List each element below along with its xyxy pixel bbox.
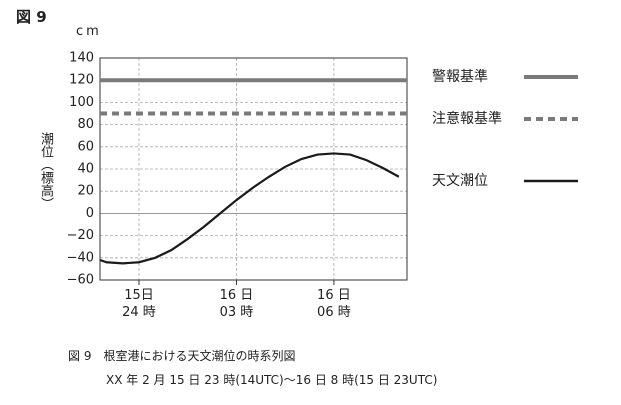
- y-tick-label: 40: [77, 162, 94, 177]
- legend-label: 警報基準: [432, 68, 488, 85]
- legend-label: 注意報基準: [432, 110, 502, 127]
- plot-frame: [99, 57, 408, 281]
- figure-title: 図 9: [16, 8, 47, 26]
- x-tick-label: 15日 24 時: [122, 288, 156, 320]
- y-tick-label: 60: [77, 139, 94, 154]
- y-tick-label: 20: [77, 184, 94, 199]
- y-tick-label: 140: [69, 51, 94, 66]
- x-tick-label: 16 日 03 時: [219, 288, 254, 320]
- unit-label: cm: [76, 24, 102, 39]
- y-tick-label: −40: [67, 250, 94, 265]
- y-tick-label: −60: [67, 273, 94, 288]
- y-tick-label: 100: [69, 95, 94, 110]
- x-tick-label: 16 日 06 時: [317, 288, 351, 320]
- y-tick-label: −20: [67, 228, 94, 243]
- y-tick-label: 120: [69, 73, 94, 88]
- caption: 図 9 根室港における天文潮位の時系列図: [68, 349, 296, 363]
- y-tick-label: 0: [86, 206, 94, 221]
- y-tick-label: 80: [77, 117, 94, 132]
- subcaption: XX 年 2 月 15 日 23 時(14UTC)〜16 日 8 時(15 日 …: [106, 373, 438, 387]
- series-line: [100, 152, 400, 265]
- y-axis-label: 潮位（標高）: [38, 132, 53, 210]
- legend-label: 天文潮位: [432, 173, 488, 189]
